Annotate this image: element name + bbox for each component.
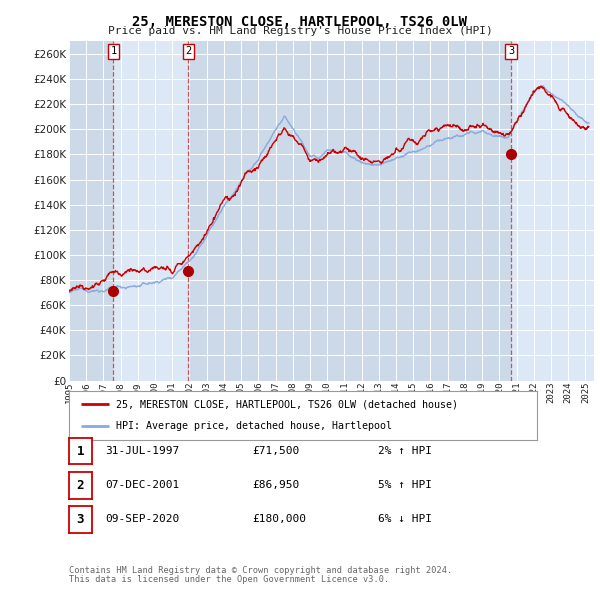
Text: 5% ↑ HPI: 5% ↑ HPI — [378, 480, 432, 490]
Text: 25, MERESTON CLOSE, HARTLEPOOL, TS26 0LW: 25, MERESTON CLOSE, HARTLEPOOL, TS26 0LW — [133, 15, 467, 30]
Text: 1: 1 — [77, 444, 84, 458]
Text: Price paid vs. HM Land Registry's House Price Index (HPI): Price paid vs. HM Land Registry's House … — [107, 26, 493, 36]
Text: 3: 3 — [508, 47, 514, 57]
Bar — [113, 41, 188, 381]
Text: £86,950: £86,950 — [252, 480, 299, 490]
Text: 25, MERESTON CLOSE, HARTLEPOOL, TS26 0LW (detached house): 25, MERESTON CLOSE, HARTLEPOOL, TS26 0LW… — [116, 399, 458, 409]
Text: 3: 3 — [77, 513, 84, 526]
Text: This data is licensed under the Open Government Licence v3.0.: This data is licensed under the Open Gov… — [69, 575, 389, 584]
Text: 2: 2 — [185, 47, 191, 57]
Text: 6% ↓ HPI: 6% ↓ HPI — [378, 514, 432, 525]
Text: 07-DEC-2001: 07-DEC-2001 — [105, 480, 179, 490]
Text: HPI: Average price, detached house, Hartlepool: HPI: Average price, detached house, Hart… — [116, 421, 392, 431]
Text: Contains HM Land Registry data © Crown copyright and database right 2024.: Contains HM Land Registry data © Crown c… — [69, 566, 452, 575]
Text: 2% ↑ HPI: 2% ↑ HPI — [378, 446, 432, 456]
Text: £180,000: £180,000 — [252, 514, 306, 525]
Text: 1: 1 — [110, 47, 116, 57]
Text: £71,500: £71,500 — [252, 446, 299, 456]
Text: 31-JUL-1997: 31-JUL-1997 — [105, 446, 179, 456]
Text: 09-SEP-2020: 09-SEP-2020 — [105, 514, 179, 525]
Bar — [511, 41, 594, 381]
Text: 2: 2 — [77, 478, 84, 492]
